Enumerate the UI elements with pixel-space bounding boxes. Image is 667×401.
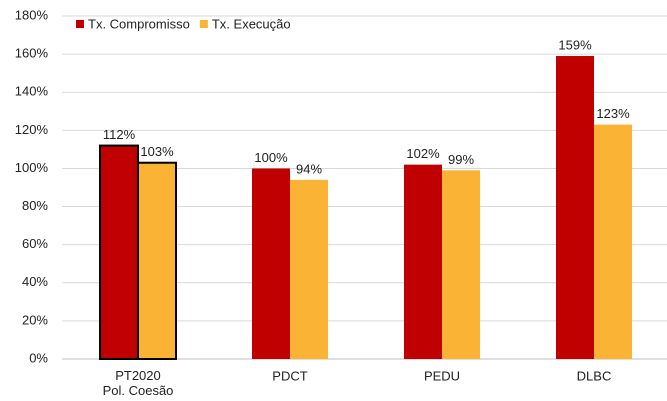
y-tick-label: 20% bbox=[22, 312, 48, 327]
bar bbox=[137, 161, 177, 360]
legend-swatch bbox=[199, 20, 208, 28]
x-tick-label: PT2020 Pol. Coesão bbox=[103, 368, 174, 398]
y-tick-label: 40% bbox=[22, 274, 48, 289]
y-tick-label: 80% bbox=[22, 198, 48, 213]
bar bbox=[290, 179, 328, 359]
data-label: 94% bbox=[296, 161, 322, 176]
y-tick-label: 120% bbox=[15, 122, 49, 137]
y-tick-label: 160% bbox=[15, 46, 49, 61]
data-label: 159% bbox=[558, 37, 592, 52]
data-label: 99% bbox=[448, 152, 474, 167]
legend-swatch bbox=[76, 20, 84, 28]
y-tick-label: 180% bbox=[15, 7, 49, 22]
legend-label: Tx. Execução bbox=[212, 16, 291, 31]
y-tick-label: 140% bbox=[15, 84, 49, 99]
bar bbox=[594, 124, 632, 359]
bar bbox=[556, 56, 594, 360]
data-label: 102% bbox=[406, 146, 440, 161]
x-tick-label: PEDU bbox=[424, 368, 460, 383]
bar bbox=[99, 144, 139, 360]
x-tick-label: DLBC bbox=[577, 368, 612, 383]
y-tick-label: 0% bbox=[29, 350, 48, 365]
bar bbox=[252, 168, 290, 359]
bar bbox=[404, 164, 442, 359]
y-tick-label: 100% bbox=[15, 160, 49, 175]
x-tick-label: PDCT bbox=[272, 368, 307, 383]
data-label: 123% bbox=[596, 106, 630, 121]
y-tick-label: 60% bbox=[22, 236, 48, 251]
data-label: 112% bbox=[103, 127, 136, 142]
data-label: 103% bbox=[140, 144, 174, 159]
data-label: 100% bbox=[254, 150, 288, 165]
bar bbox=[442, 170, 480, 359]
legend-label: Tx. Compromisso bbox=[88, 16, 190, 31]
